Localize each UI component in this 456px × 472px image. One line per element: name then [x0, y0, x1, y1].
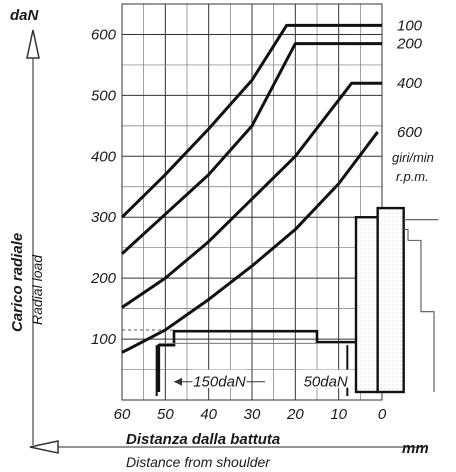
series-label-200: 200: [396, 36, 423, 53]
x-axis-arrowhead: [29, 440, 59, 454]
grid-lines: [121, 3, 383, 401]
annotation-label: 50daN: [304, 374, 348, 391]
y-tick-label: 400: [91, 148, 117, 165]
curve-100-rpm: [120, 23, 382, 219]
y-tick-label: 200: [90, 270, 117, 287]
x-tick-labels: 60 50 40 30 20 10 0: [114, 406, 387, 423]
curve-600-rpm: [121, 131, 379, 354]
x-tick-label: 50: [157, 406, 174, 423]
y-axis-arrowhead: [26, 29, 40, 59]
x-tick-label: 40: [200, 406, 217, 423]
series-label-600: 600: [397, 124, 423, 141]
x-axis-title-en: Distance from shoulder: [126, 454, 271, 470]
x-tick-label: 10: [330, 406, 347, 423]
curve-200-rpm: [120, 42, 382, 255]
series-legend-title-en: r.p.m.: [396, 169, 429, 184]
load-curves: [120, 23, 382, 354]
y-axis-title: Carico radiale: [9, 233, 26, 332]
annotation-arrowhead: [174, 377, 182, 386]
annotation-bg: [298, 369, 353, 388]
y-tick-label: 300: [91, 209, 117, 226]
shaft-drawing: [122, 206, 439, 396]
shoulder-block: [376, 206, 405, 394]
annotation-bg: [192, 369, 247, 388]
x-unit-label: mm: [402, 440, 429, 457]
y-unit-label: daN: [10, 7, 40, 24]
series-legend-title: giri/min: [392, 150, 434, 165]
y-tick-labels: 100 200 300 400 500 600: [90, 26, 117, 348]
y-tick-label: 600: [91, 26, 117, 43]
series-label-400: 400: [397, 75, 423, 92]
x-axis-title: Distanza dalla battuta: [126, 431, 280, 448]
x-tick-label: 30: [244, 406, 261, 423]
y-axis-title-en: Radial load: [29, 254, 45, 325]
series-labels: 100 200 400 600: [396, 17, 423, 141]
annotation-label: 150daN: [193, 374, 246, 391]
plot-frame: [121, 3, 383, 401]
x-tick-label: 0: [378, 406, 387, 423]
series-label-100: 100: [397, 17, 423, 34]
housing-profile: [403, 219, 439, 392]
shaft-outline: [157, 329, 356, 392]
y-tick-label: 100: [91, 331, 117, 348]
x-tick-label: 20: [286, 406, 304, 423]
load-annotations: 150daN 50daN: [174, 369, 353, 391]
y-tick-label: 500: [91, 87, 117, 104]
bearing-block: [354, 216, 379, 394]
curve-400-rpm: [121, 81, 382, 309]
x-tick-label: 60: [114, 406, 131, 423]
